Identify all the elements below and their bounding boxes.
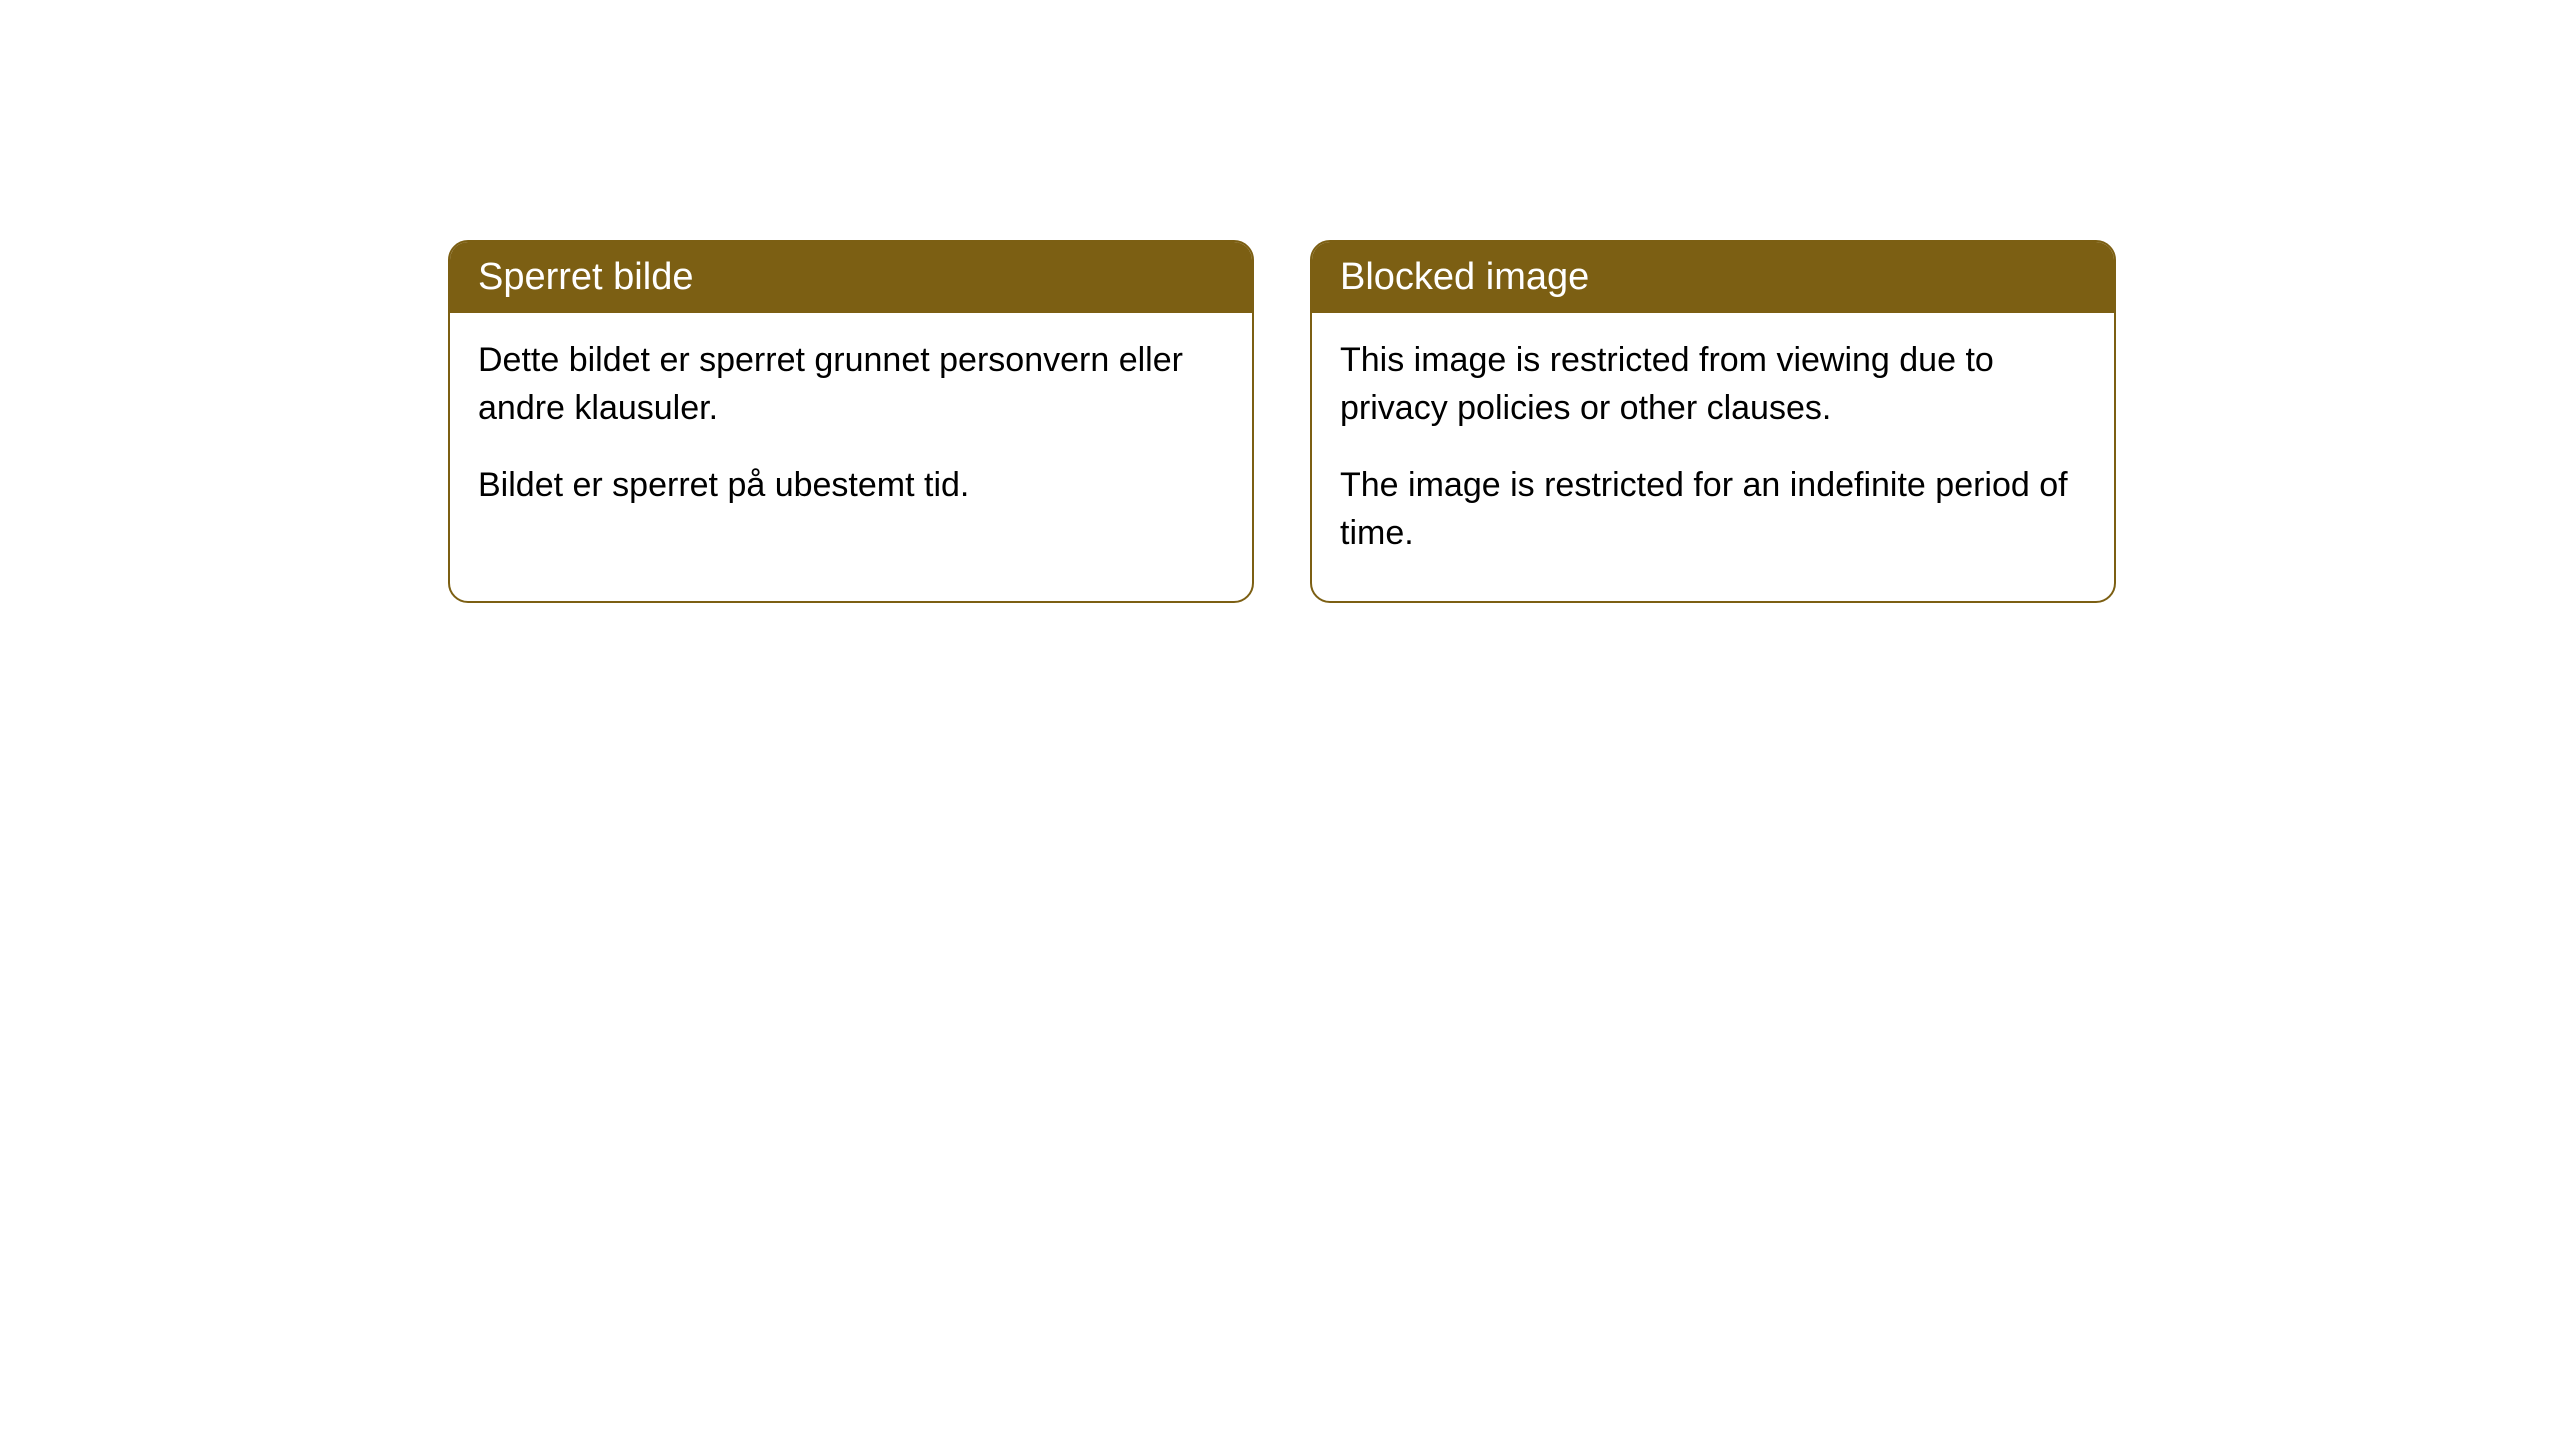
card-paragraph: The image is restricted for an indefinit… xyxy=(1340,462,2086,557)
notice-cards-container: Sperret bilde Dette bildet er sperret gr… xyxy=(448,240,2116,603)
card-title: Sperret bilde xyxy=(478,256,693,298)
notice-card-norwegian: Sperret bilde Dette bildet er sperret gr… xyxy=(448,240,1254,603)
notice-card-english: Blocked image This image is restricted f… xyxy=(1310,240,2116,603)
card-body-norwegian: Dette bildet er sperret grunnet personve… xyxy=(450,313,1252,554)
card-body-english: This image is restricted from viewing du… xyxy=(1312,313,2114,601)
card-paragraph: Dette bildet er sperret grunnet personve… xyxy=(478,337,1224,432)
card-paragraph: This image is restricted from viewing du… xyxy=(1340,337,2086,432)
card-header-norwegian: Sperret bilde xyxy=(450,242,1252,313)
card-paragraph: Bildet er sperret på ubestemt tid. xyxy=(478,462,1224,510)
card-header-english: Blocked image xyxy=(1312,242,2114,313)
card-title: Blocked image xyxy=(1340,256,1589,298)
